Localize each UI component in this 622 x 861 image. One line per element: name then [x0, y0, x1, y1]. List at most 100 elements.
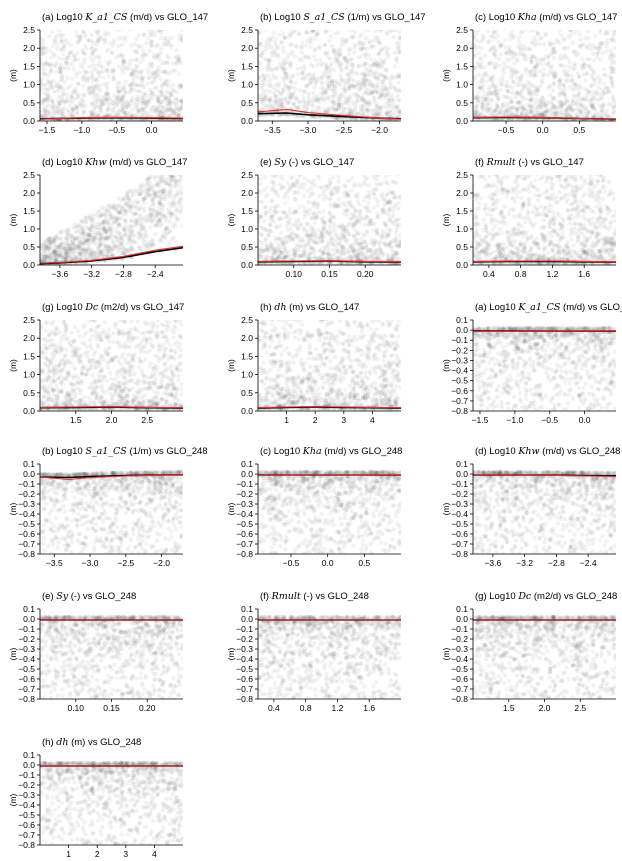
- scatter-point: [373, 89, 378, 95]
- scatter-point: [589, 74, 594, 80]
- scatter-point: [93, 104, 99, 110]
- scatter-point: [531, 91, 536, 96]
- scatter-point: [73, 254, 78, 260]
- scatter-point: [266, 58, 271, 64]
- scatter-point: [279, 39, 285, 45]
- scatter-point: [55, 108, 60, 114]
- scatter-point: [286, 74, 291, 80]
- scatter-point: [262, 75, 267, 81]
- scatter-point: [490, 34, 496, 39]
- scatter-point: [384, 87, 389, 93]
- scatter-point: [356, 83, 361, 88]
- scatter-point: [485, 109, 490, 115]
- scatter-point: [359, 98, 364, 103]
- scatter-point: [326, 55, 331, 60]
- scatter-point: [50, 114, 55, 119]
- scatter-point: [553, 74, 559, 80]
- scatter-point: [100, 64, 105, 70]
- scatter-point: [123, 38, 128, 43]
- scatter-point: [501, 79, 506, 84]
- scatter-point: [160, 104, 165, 110]
- scatter-point: [475, 112, 480, 118]
- scatter-point: [179, 208, 183, 213]
- y-tick-label: 1.0: [23, 224, 35, 234]
- scatter-point: [70, 76, 75, 82]
- scatter-point: [388, 30, 393, 33]
- scatter-point: [339, 43, 344, 48]
- scatter-point: [551, 81, 557, 86]
- scatter-point: [78, 35, 83, 40]
- scatter-point: [264, 40, 269, 45]
- scatter-point: [42, 45, 47, 50]
- scatter-point: [492, 36, 497, 41]
- scatter-point: [577, 30, 579, 31]
- scatter-point: [551, 55, 556, 61]
- scatter-point: [533, 88, 538, 94]
- scatter-point: [123, 90, 129, 95]
- scatter-point: [264, 37, 270, 42]
- scatter-point: [162, 234, 168, 239]
- scatter-point: [289, 92, 294, 97]
- scatter-point: [134, 82, 139, 88]
- scatter-point: [379, 92, 384, 97]
- scatter-point: [386, 46, 391, 51]
- scatter-point: [271, 75, 277, 80]
- scatter-point: [523, 112, 529, 117]
- scatter-point: [503, 25, 507, 29]
- scatter-point: [160, 82, 165, 87]
- scatter-point: [559, 106, 565, 112]
- scatter-point: [530, 41, 535, 46]
- scatter-point: [512, 67, 517, 72]
- scatter-point: [374, 101, 379, 106]
- scatter-point: [363, 89, 369, 95]
- scatter-point: [578, 101, 583, 107]
- scatter-point: [91, 40, 96, 46]
- scatter-point: [58, 37, 64, 43]
- scatter-point: [133, 105, 139, 110]
- scatter-point: [359, 96, 365, 102]
- scatter-point: [395, 47, 401, 52]
- panel-title: (d) Log10 Khw (m/d) vs GLO_147: [42, 157, 187, 168]
- scatter-point: [52, 108, 57, 114]
- scatter-point: [540, 95, 546, 101]
- scatter-point: [507, 58, 512, 63]
- scatter-point: [60, 90, 66, 95]
- scatter-point: [366, 69, 371, 75]
- scatter-point: [272, 50, 277, 55]
- scatter-point: [570, 73, 575, 78]
- scatter-point: [554, 105, 559, 110]
- scatter-point: [57, 102, 62, 108]
- scatter-point: [514, 91, 519, 96]
- scatter-point: [120, 103, 125, 108]
- scatter-point: [318, 79, 323, 84]
- scatter-point: [372, 62, 377, 67]
- scatter-point: [167, 107, 173, 112]
- scatter-point: [146, 67, 151, 72]
- scatter-point: [271, 106, 276, 111]
- y-tick-label: 0.5: [23, 242, 35, 252]
- scatter-point: [479, 77, 485, 82]
- x-tick-label: −2.0: [371, 125, 388, 135]
- scatter-point: [91, 109, 97, 114]
- scatter-point: [158, 197, 163, 203]
- scatter-point: [332, 31, 338, 36]
- scatter-point: [341, 101, 347, 106]
- x-tick-label: −1.0: [73, 125, 90, 135]
- scatter-point: [494, 92, 499, 98]
- scatter-point: [331, 83, 337, 88]
- scatter-point: [552, 71, 558, 77]
- scatter-point: [559, 100, 565, 105]
- scatter-point: [167, 90, 172, 96]
- scatter-point: [63, 99, 69, 104]
- scatter-point: [611, 33, 616, 38]
- scatter-point: [173, 179, 178, 185]
- scatter-point: [308, 40, 313, 45]
- scatter-point: [300, 45, 305, 50]
- scatter-point: [382, 45, 388, 50]
- scatter-point: [69, 94, 74, 100]
- scatter-point: [58, 62, 64, 67]
- x-tick-label: −3.5: [264, 125, 281, 135]
- scatter-point: [519, 112, 524, 117]
- scatter-point: [70, 111, 75, 116]
- scatter-point: [314, 79, 319, 85]
